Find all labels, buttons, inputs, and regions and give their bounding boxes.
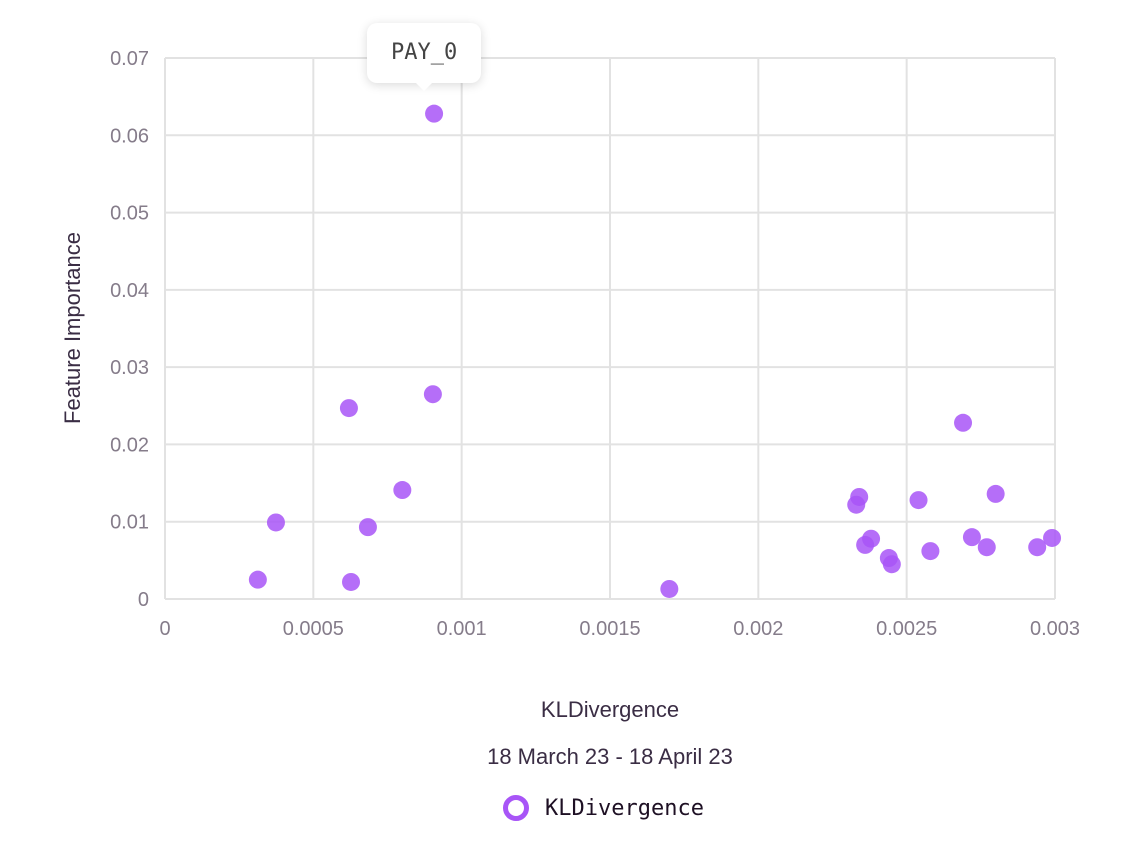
data-point[interactable] [847,495,866,514]
data-points [248,104,1062,598]
x-tick-label: 0.0015 [579,618,640,640]
data-point[interactable] [986,484,1005,503]
y-tick-label: 0.02 [110,434,149,456]
legend-item-kldivergence[interactable]: KLDivergence [503,795,704,821]
data-point[interactable] [339,399,358,418]
data-point[interactable] [977,538,996,557]
data-point[interactable] [882,555,901,574]
x-tick-label: 0.0025 [876,618,937,640]
y-tick-label: 0.05 [110,203,149,225]
x-tick-label: 0.003 [1030,618,1080,640]
x-axis-label: KLDivergence [541,697,679,722]
data-point[interactable] [1043,528,1062,547]
data-point[interactable] [248,570,267,589]
data-point[interactable] [660,579,679,598]
legend-label: KLDivergence [545,795,704,821]
data-point[interactable] [962,528,981,547]
x-tick-label: 0 [159,618,170,640]
grid [164,57,1056,600]
y-axis-label: Feature Importance [60,232,85,424]
x-axis-ticks: 0 0.0005 0.001 0.0015 0.002 0.0025 0.003 [159,618,1080,640]
data-point[interactable] [1028,538,1047,557]
data-point[interactable] [423,385,442,404]
legend-circle-icon [503,795,529,821]
x-tick-label: 0.001 [437,618,487,640]
x-tick-label: 0.0005 [283,618,344,640]
data-point[interactable] [342,572,361,591]
y-tick-label: 0.04 [110,280,149,302]
data-point[interactable] [954,413,973,432]
data-point[interactable] [358,518,377,537]
date-range-subtitle: 18 March 23 - 18 April 23 [487,744,733,769]
data-point[interactable] [425,104,444,123]
data-point[interactable] [393,481,412,500]
data-point[interactable] [266,513,285,532]
data-point[interactable] [921,542,940,561]
point-tooltip: PAY_0 [367,23,482,91]
y-tick-label: 0.01 [110,512,149,534]
data-point[interactable] [856,535,875,554]
y-tick-label: 0.03 [110,357,149,379]
x-tick-label: 0.002 [733,618,783,640]
data-point[interactable] [909,491,928,510]
y-tick-label: 0.07 [110,48,149,70]
y-axis-ticks: 0 0.01 0.02 0.03 0.04 0.05 0.06 0.07 [110,48,149,611]
y-tick-label: 0 [138,589,149,611]
y-tick-label: 0.06 [110,125,149,147]
